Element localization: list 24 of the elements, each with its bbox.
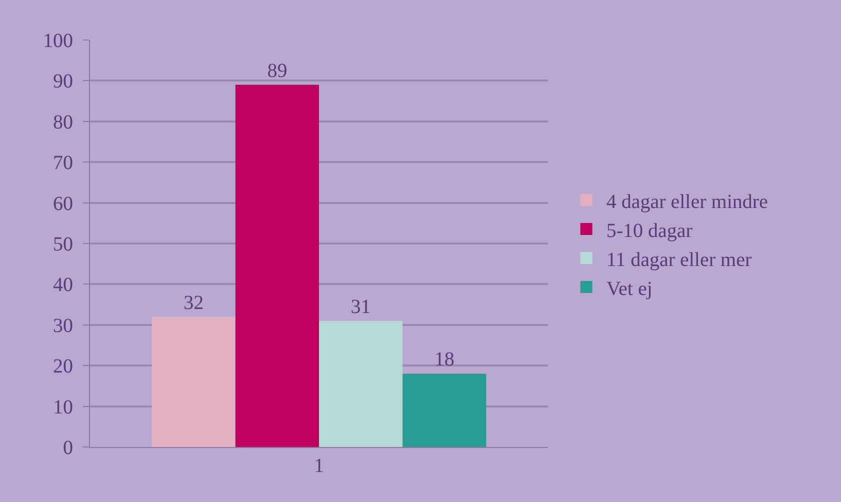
- x-tick-label: 1: [314, 455, 324, 477]
- y-tick-label: 0: [63, 437, 73, 459]
- legend-label: 5-10 dagar: [606, 220, 693, 242]
- y-tick-label: 20: [53, 356, 73, 378]
- bar: [235, 84, 319, 447]
- y-tick-label: 90: [53, 70, 73, 93]
- y-tick-label: 80: [53, 111, 73, 134]
- data-label: 89: [267, 60, 288, 82]
- legend-label: Vet ej: [606, 278, 652, 300]
- legend-label: 4 dagar eller mindre: [606, 190, 768, 213]
- bar: [319, 320, 403, 447]
- legend-label: 11 dagar eller mer: [606, 248, 752, 271]
- y-tick-label: 30: [53, 314, 73, 337]
- y-tick-label: 100: [43, 30, 73, 52]
- y-tick-label: 50: [53, 234, 73, 256]
- bar: [402, 374, 486, 447]
- y-tick-label: 70: [53, 152, 73, 174]
- data-label: 18: [434, 348, 454, 371]
- bar: [152, 316, 236, 447]
- y-tick-label: 10: [53, 396, 73, 418]
- data-label: 32: [184, 292, 204, 314]
- y-tick-label: 40: [53, 274, 73, 296]
- y-tick-label: 60: [53, 192, 73, 215]
- data-label: 31: [350, 296, 371, 318]
